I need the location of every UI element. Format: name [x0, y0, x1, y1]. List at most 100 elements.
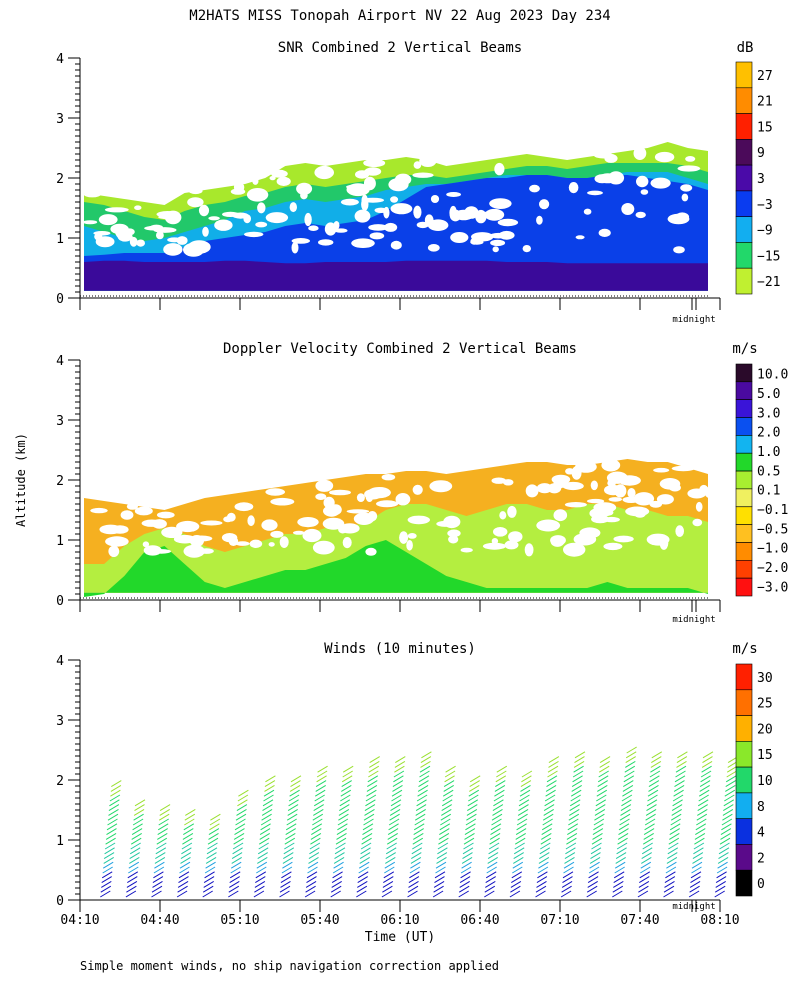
wind-barb	[626, 746, 637, 754]
colorbar-swatch	[735, 818, 753, 845]
wind-barb	[695, 823, 707, 831]
wind-barb	[364, 804, 376, 812]
wind-barb	[132, 818, 144, 826]
wind-barb	[722, 813, 733, 821]
wind-barb	[410, 861, 421, 869]
wind-barb	[571, 784, 582, 792]
wind-barb	[438, 832, 450, 840]
colorbar-label: −15	[757, 249, 780, 264]
wind-barb	[590, 852, 601, 860]
wind-barb	[694, 832, 706, 840]
gap-speckle	[502, 479, 514, 486]
wind-barb	[204, 871, 215, 879]
wind-barb	[667, 852, 678, 860]
wind-barb	[389, 808, 401, 816]
wind-barb	[228, 890, 239, 898]
wind-barb	[255, 871, 267, 879]
gap-speckle	[315, 479, 334, 492]
colorbar-label: 25	[757, 697, 773, 712]
wind-barb	[285, 832, 296, 840]
colorbar-label: 0	[757, 877, 765, 892]
gap-speckle	[654, 151, 675, 163]
wind-barb	[305, 885, 316, 893]
y-tick-label: 1	[56, 534, 64, 549]
colorbar-label: −21	[757, 275, 780, 290]
wind-barb	[258, 837, 270, 845]
wind-barb	[182, 832, 194, 840]
wind-barb	[518, 799, 530, 807]
wind-barb	[698, 789, 710, 797]
wind-barb	[539, 847, 551, 855]
wind-barb	[639, 876, 650, 884]
wind-barb	[670, 813, 682, 821]
wind-barb	[284, 837, 296, 845]
wind-barb	[639, 871, 651, 879]
wind-barb	[181, 847, 192, 855]
wind-barb	[255, 876, 266, 884]
wind-barb	[562, 871, 574, 879]
wind-barb	[622, 784, 634, 792]
wind-barb	[465, 818, 477, 826]
wind-barb	[458, 890, 469, 898]
wind-barb	[283, 847, 295, 855]
gap-speckle	[143, 545, 162, 556]
wind-barb	[619, 813, 631, 821]
gap-speckle	[482, 542, 507, 550]
wind-barb	[316, 775, 327, 783]
wind-barb	[720, 832, 731, 840]
wind-barb	[726, 770, 737, 778]
gap-speckle	[329, 504, 342, 515]
wind-barb	[334, 847, 346, 855]
wind-barb	[466, 813, 477, 821]
gap-speckle	[603, 542, 623, 551]
colorbar-label: −0.1	[757, 503, 788, 518]
gap-speckle	[550, 536, 565, 547]
wind-barb	[233, 832, 245, 840]
doppler-axes: 0 1 2 3 4	[56, 354, 721, 612]
gap-speckle	[340, 198, 359, 206]
gap-speckle	[329, 489, 351, 496]
gap-speckle	[622, 496, 641, 503]
colorbar-swatch	[735, 524, 753, 543]
wind-barb	[591, 842, 602, 850]
wind-barb	[573, 765, 584, 773]
wind-barb	[434, 876, 445, 884]
wind-barb	[356, 890, 367, 898]
wind-barb	[574, 751, 586, 759]
wind-barb	[666, 856, 678, 864]
doppler-colorbar-unit: m/s	[732, 341, 757, 357]
wind-barb	[565, 847, 576, 855]
gap-speckle	[346, 509, 370, 514]
gap-speckle	[315, 493, 327, 501]
wind-barb	[337, 818, 349, 826]
wind-barb	[332, 871, 343, 879]
wind-barb	[462, 847, 474, 855]
wind-barb	[391, 789, 403, 797]
wind-barb	[520, 784, 531, 792]
wind-barb	[414, 818, 425, 826]
gap-speckle	[450, 232, 469, 243]
wind-barb	[699, 784, 710, 792]
wind-barb	[393, 775, 404, 783]
gap-speckle	[419, 154, 437, 167]
wind-barb	[675, 770, 686, 778]
wind-barb	[134, 799, 146, 807]
wind-barb	[543, 808, 554, 816]
gap-speckle	[261, 519, 278, 531]
wind-barb	[259, 828, 271, 836]
wind-barb	[260, 823, 271, 831]
gap-speckle	[436, 520, 454, 527]
wind-barb	[342, 765, 354, 773]
layer-4	[84, 260, 708, 291]
wind-barb	[411, 847, 423, 855]
wind-barb	[700, 775, 711, 783]
gap-speckle	[322, 517, 345, 530]
colorbar-swatch	[735, 363, 753, 383]
wind-barb	[232, 847, 243, 855]
gap-speckle	[687, 488, 707, 499]
wind-barb	[182, 837, 193, 845]
colorbar-swatch	[735, 417, 753, 436]
wind-barb	[126, 880, 138, 888]
